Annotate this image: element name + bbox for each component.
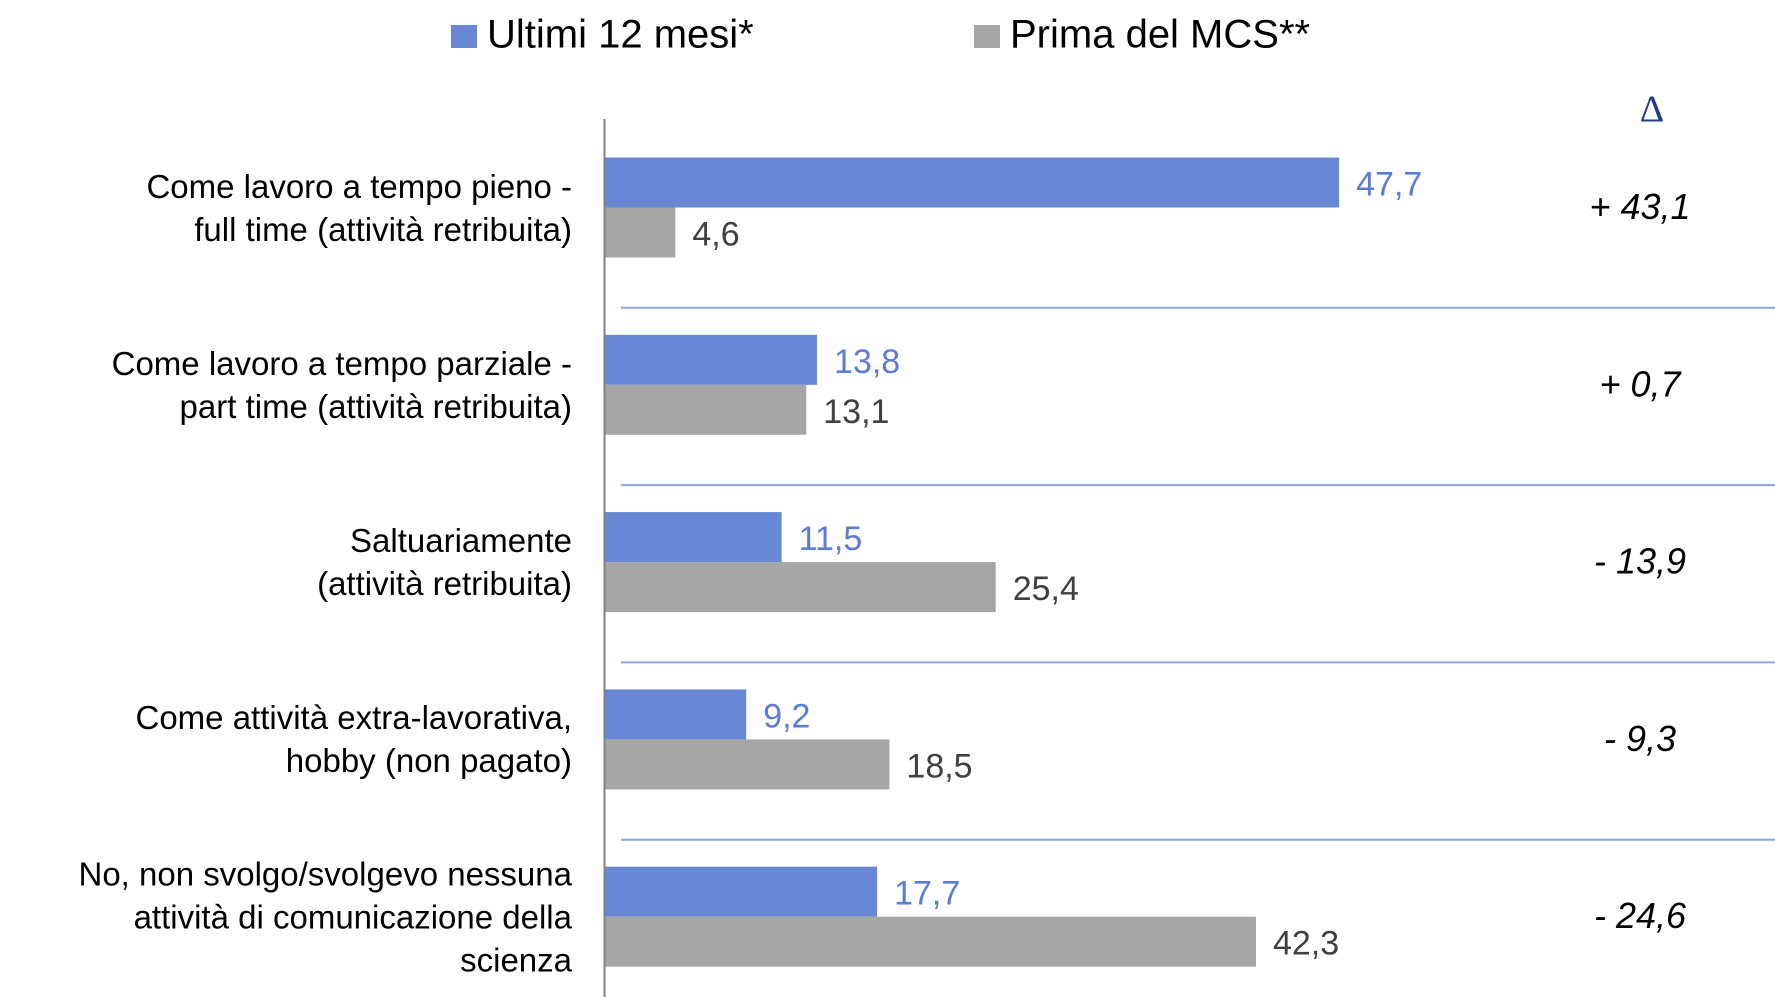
delta-annotation: + 43,1 — [1589, 186, 1690, 227]
value-label: 42,3 — [1273, 925, 1339, 963]
value-label: 13,1 — [823, 393, 889, 431]
bar — [604, 157, 1340, 208]
delta-annotation: + 0,7 — [1599, 363, 1682, 404]
category-label: Come lavoro a tempo pieno - full time (a… — [146, 167, 572, 248]
value-label: 11,5 — [799, 520, 863, 558]
bar — [604, 739, 890, 790]
legend-label: Ultimi 12 mesi* — [487, 13, 754, 57]
legend-label: Prima del MCS** — [1010, 13, 1310, 57]
value-label: 4,6 — [692, 215, 739, 253]
delta-annotation: - 13,9 — [1594, 541, 1686, 582]
bar — [604, 562, 996, 613]
category-label: Saltuariamente (attività retribuita) — [317, 522, 572, 603]
category-label: Come lavoro a tempo parziale - part time… — [111, 344, 572, 425]
category-label: Come attività extra-lavorativa, hobby (n… — [135, 699, 573, 780]
bar — [604, 207, 676, 258]
value-label: 17,7 — [894, 875, 960, 913]
bar — [604, 384, 807, 435]
bar — [604, 512, 782, 563]
value-label: 9,2 — [763, 697, 810, 735]
value-label: 13,8 — [834, 343, 900, 381]
category-label: No, non svolgo/svolgevo nessuna attività… — [78, 855, 573, 979]
delta-annotation: - 9,3 — [1604, 718, 1676, 759]
bar — [604, 916, 1256, 967]
bar — [604, 334, 818, 385]
bar — [604, 689, 747, 740]
bar — [604, 866, 878, 917]
delta-header: Δ — [1640, 89, 1664, 131]
legend-swatch — [451, 25, 477, 48]
legend-swatch — [974, 25, 1000, 48]
value-label: 47,7 — [1356, 165, 1422, 203]
value-label: 18,5 — [906, 747, 972, 785]
value-label: 25,4 — [1013, 570, 1079, 608]
delta-annotation: - 24,6 — [1594, 895, 1687, 936]
